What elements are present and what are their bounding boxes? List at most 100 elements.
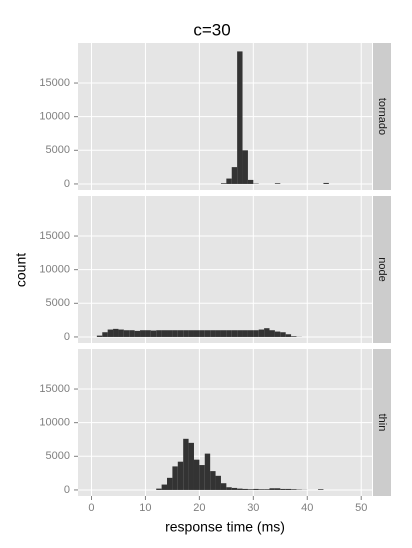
bar [96, 335, 103, 337]
bar [188, 330, 194, 337]
bar [156, 488, 162, 490]
bar [156, 330, 162, 337]
bar [242, 488, 248, 490]
facet-label: tornado [376, 98, 388, 135]
bar [161, 330, 168, 337]
bar [113, 328, 119, 337]
y-tick-label: 5000 [46, 144, 70, 156]
bar [274, 183, 281, 184]
bar [285, 488, 292, 490]
bar [102, 332, 108, 337]
bar [318, 489, 324, 490]
facet-strip [373, 43, 391, 190]
facet-label: thin [376, 414, 388, 432]
bar [134, 330, 141, 337]
y-tick-label: 15000 [39, 383, 70, 395]
y-tick-label: 5000 [46, 450, 70, 462]
bar [118, 329, 124, 337]
bar [193, 330, 200, 337]
bar [226, 330, 232, 337]
x-tick-label: 50 [355, 502, 367, 514]
bar [274, 331, 281, 337]
bar [247, 179, 254, 184]
y-tick-label: 10000 [39, 111, 70, 123]
bar [140, 330, 146, 337]
bar [264, 489, 270, 490]
y-axis-title: count [13, 253, 29, 287]
bar [215, 475, 221, 490]
bar [215, 330, 221, 337]
y-tick-label: 15000 [39, 230, 70, 242]
bar [269, 330, 275, 337]
bar [274, 488, 281, 490]
bar [242, 150, 248, 184]
y-tick-label: 15000 [39, 77, 70, 89]
y-tick-label: 0 [64, 331, 70, 343]
facet-strip [373, 196, 391, 343]
bar [199, 465, 205, 490]
bar [247, 489, 254, 490]
bar [123, 330, 130, 337]
bar [323, 182, 329, 184]
bar [210, 330, 216, 337]
bar [183, 330, 189, 337]
bar [177, 461, 184, 490]
bar [210, 471, 216, 490]
bar [280, 488, 286, 490]
bar [145, 330, 151, 337]
y-tick-label: 10000 [39, 264, 70, 276]
bar [237, 51, 243, 184]
bar [291, 489, 297, 490]
bar [264, 328, 270, 337]
bar [177, 330, 184, 337]
bar [150, 330, 157, 337]
bar [220, 330, 227, 337]
bar [204, 330, 211, 337]
bar [220, 483, 227, 490]
bar [129, 330, 135, 337]
y-tick-label: 0 [64, 178, 70, 190]
bar [247, 330, 254, 337]
bar [285, 334, 292, 337]
bar [258, 489, 265, 490]
bar [231, 167, 238, 184]
chart-title: c=30 [193, 20, 230, 39]
bar [226, 178, 232, 184]
bar [172, 466, 178, 490]
x-tick-label: 20 [193, 502, 205, 514]
bar [237, 488, 243, 490]
bar [258, 329, 265, 337]
bar [107, 329, 114, 337]
x-tick-label: 30 [247, 502, 259, 514]
facet-label: node [376, 257, 388, 281]
bar [231, 487, 238, 490]
x-tick-label: 0 [88, 502, 94, 514]
bar [237, 330, 243, 337]
bar [280, 332, 286, 337]
bar [220, 183, 227, 184]
bar [183, 438, 189, 490]
bar [193, 459, 200, 490]
y-tick-label: 10000 [39, 417, 70, 429]
bar [204, 453, 211, 490]
x-tick-label: 40 [301, 502, 313, 514]
bar [161, 484, 168, 490]
bar [253, 330, 259, 337]
facet-strip [373, 349, 391, 496]
bar [231, 330, 238, 337]
bar [167, 330, 173, 337]
bar [253, 488, 259, 490]
bar [242, 330, 248, 337]
bar [226, 487, 232, 490]
x-axis-title: response time (ms) [165, 519, 285, 535]
y-tick-label: 0 [64, 484, 70, 496]
bar [269, 488, 275, 490]
bar [188, 442, 194, 490]
bar [291, 336, 297, 337]
bar [172, 330, 178, 337]
bar [199, 330, 205, 337]
bar [167, 477, 173, 490]
y-tick-label: 5000 [46, 297, 70, 309]
x-tick-label: 10 [139, 502, 151, 514]
